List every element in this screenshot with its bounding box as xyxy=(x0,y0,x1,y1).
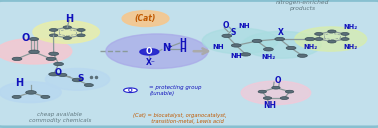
Circle shape xyxy=(12,57,22,61)
Text: X⁻: X⁻ xyxy=(146,58,156,67)
Text: O: O xyxy=(128,88,133,93)
Circle shape xyxy=(72,78,83,82)
Circle shape xyxy=(314,38,323,40)
Circle shape xyxy=(58,73,67,76)
Circle shape xyxy=(285,90,294,93)
Text: (Cat): (Cat) xyxy=(135,14,156,23)
Circle shape xyxy=(202,28,278,54)
Text: NH₂: NH₂ xyxy=(303,44,317,50)
Circle shape xyxy=(241,81,311,105)
Circle shape xyxy=(54,62,64,66)
Circle shape xyxy=(124,88,137,93)
Text: NH₂: NH₂ xyxy=(344,24,358,30)
Circle shape xyxy=(297,54,307,57)
Circle shape xyxy=(314,33,323,35)
Text: NH: NH xyxy=(231,53,242,59)
Circle shape xyxy=(50,34,58,37)
Circle shape xyxy=(263,97,272,99)
Text: = protecting group
(tunable): = protecting group (tunable) xyxy=(149,85,202,96)
Circle shape xyxy=(77,29,85,31)
Circle shape xyxy=(252,39,262,43)
Circle shape xyxy=(242,31,321,58)
Circle shape xyxy=(12,95,21,98)
Circle shape xyxy=(33,21,99,43)
Text: H: H xyxy=(179,45,186,54)
Circle shape xyxy=(328,40,336,43)
Text: H: H xyxy=(15,78,24,88)
Circle shape xyxy=(49,73,59,76)
Text: N: N xyxy=(162,43,170,53)
Text: +: + xyxy=(167,44,172,49)
Text: nitrogen-enriched
products: nitrogen-enriched products xyxy=(276,0,329,11)
Circle shape xyxy=(45,68,110,90)
Circle shape xyxy=(46,57,56,61)
Circle shape xyxy=(106,34,208,68)
Text: NH: NH xyxy=(263,101,276,110)
Text: S: S xyxy=(77,74,84,83)
Circle shape xyxy=(29,38,39,41)
Circle shape xyxy=(275,37,285,41)
Circle shape xyxy=(231,44,241,47)
Circle shape xyxy=(122,11,169,26)
Circle shape xyxy=(140,49,159,55)
Text: S: S xyxy=(231,28,236,37)
Circle shape xyxy=(84,84,93,87)
Circle shape xyxy=(77,34,85,37)
Text: O: O xyxy=(274,76,281,85)
Text: NH: NH xyxy=(238,23,249,29)
Circle shape xyxy=(341,38,349,40)
Text: (Cat) = biocatalyst, organocatalyst,
          transition-metal, Lewis acid: (Cat) = biocatalyst, organocatalyst, tra… xyxy=(133,113,226,124)
Text: NH: NH xyxy=(212,44,224,50)
Text: O: O xyxy=(222,21,229,30)
Circle shape xyxy=(263,48,273,51)
Text: O: O xyxy=(146,47,153,56)
Circle shape xyxy=(49,52,59,55)
Text: O: O xyxy=(22,33,30,43)
Circle shape xyxy=(26,91,36,94)
Circle shape xyxy=(41,95,50,98)
Circle shape xyxy=(222,34,232,38)
Circle shape xyxy=(272,86,280,89)
Text: NH₂: NH₂ xyxy=(344,44,358,50)
Text: O: O xyxy=(54,68,61,77)
Circle shape xyxy=(328,30,336,33)
Circle shape xyxy=(295,27,367,51)
Circle shape xyxy=(0,38,72,64)
Circle shape xyxy=(286,46,296,50)
Circle shape xyxy=(63,37,71,39)
Text: cheap available
commodity chemicals: cheap available commodity chemicals xyxy=(29,112,91,122)
Circle shape xyxy=(305,37,315,41)
Circle shape xyxy=(50,29,58,31)
Circle shape xyxy=(241,53,251,56)
Text: NH₂: NH₂ xyxy=(261,54,276,60)
Circle shape xyxy=(0,82,61,103)
Text: X: X xyxy=(278,28,284,37)
Text: H: H xyxy=(65,14,73,24)
Circle shape xyxy=(29,50,39,54)
Circle shape xyxy=(63,26,71,29)
Circle shape xyxy=(280,97,288,99)
Circle shape xyxy=(341,33,349,35)
Text: H: H xyxy=(179,38,186,47)
Circle shape xyxy=(258,90,266,93)
